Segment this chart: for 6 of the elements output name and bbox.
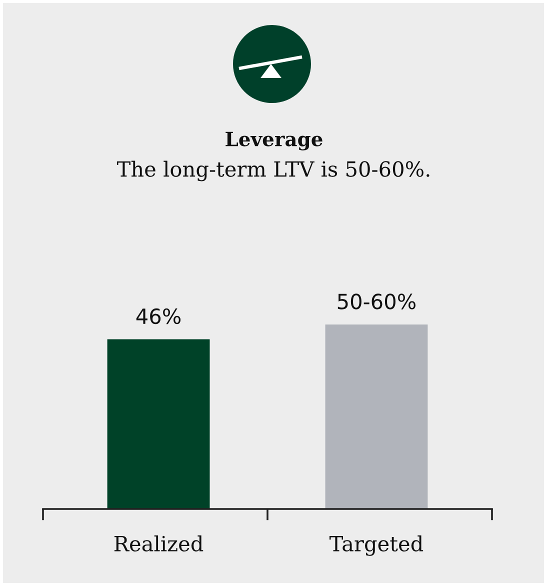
x-tick-label: Targeted <box>330 535 424 556</box>
data-label: 50-60% <box>338 294 416 310</box>
chart-title: Leverage <box>226 132 322 150</box>
data-label: 46% <box>136 308 181 324</box>
chart-subtitle: The long-term LTV is 50-60%. <box>116 160 430 182</box>
x-tick-label: Realized <box>114 535 204 552</box>
